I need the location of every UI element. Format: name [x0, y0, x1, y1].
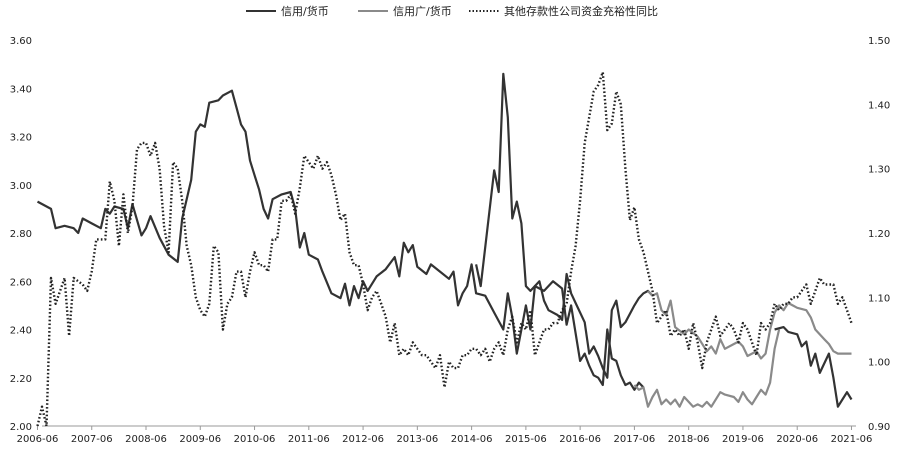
series-line	[36, 89, 645, 391]
x-tick-label: 2017-06	[614, 434, 656, 445]
y-left-tick-label: 2.00	[10, 422, 32, 433]
legend-label-funding-adequacy: 其他存款性公司资金充裕性同比	[504, 4, 658, 18]
x-tick-label: 2009-06	[179, 434, 221, 445]
x-tick-label: 2013-06	[396, 434, 438, 445]
y-right-tick-label: 1.30	[868, 165, 890, 176]
x-tick-label: 2021-06	[831, 434, 873, 445]
y-left-tick-label: 2.20	[10, 374, 32, 385]
y-right-tick-label: 0.90	[868, 422, 890, 433]
x-tick-label: 2011-06	[288, 434, 330, 445]
x-tick-label: 2008-06	[125, 434, 167, 445]
y-left-tick-label: 2.80	[10, 229, 32, 240]
x-tick-label: 2012-06	[342, 434, 384, 445]
y-right-tick-label: 1.50	[868, 36, 890, 47]
series-line	[774, 326, 853, 408]
series-layer	[36, 70, 853, 428]
series-line	[647, 290, 852, 360]
series-line	[633, 329, 781, 408]
x-tick-label: 2007-06	[71, 434, 113, 445]
legend-label-broad-credit-money: 信用广/货币	[393, 4, 452, 18]
series-line	[36, 70, 853, 428]
legend: 信用/货币 信用广/货币 其他存款性公司资金充裕性同比	[246, 4, 658, 18]
y-right-tick-label: 1.40	[868, 100, 890, 111]
y-right-tick-label: 1.10	[868, 293, 890, 304]
y-right-tick-label: 1.20	[868, 229, 890, 240]
x-tick-label: 2015-06	[505, 434, 547, 445]
x-tick-label: 2014-06	[451, 434, 493, 445]
x-tick-label: 2016-06	[559, 434, 601, 445]
y-left-tick-label: 3.00	[10, 181, 32, 192]
x-tick-label: 2006-06	[17, 434, 59, 445]
legend-label-credit-money: 信用/货币	[281, 4, 329, 18]
y-left-tick-label: 2.60	[10, 277, 32, 288]
x-tick-label: 2010-06	[234, 434, 276, 445]
x-tick-label: 2018-06	[668, 434, 710, 445]
x-tick-label: 2020-06	[776, 434, 818, 445]
x-tick-label: 2019-06	[722, 434, 764, 445]
y-left-tick-label: 3.20	[10, 133, 32, 144]
y-right-tick-label: 1.00	[868, 358, 890, 369]
y-left-tick-label: 3.60	[10, 36, 32, 47]
series-line	[475, 72, 654, 379]
axes: 2.00 2.20 2.40 2.60 2.80 3.00 3.20 3.40 3.60 0.90…	[10, 36, 891, 445]
y-left-tick-label: 2.40	[10, 326, 32, 337]
y-left-tick-label: 3.40	[10, 84, 32, 95]
